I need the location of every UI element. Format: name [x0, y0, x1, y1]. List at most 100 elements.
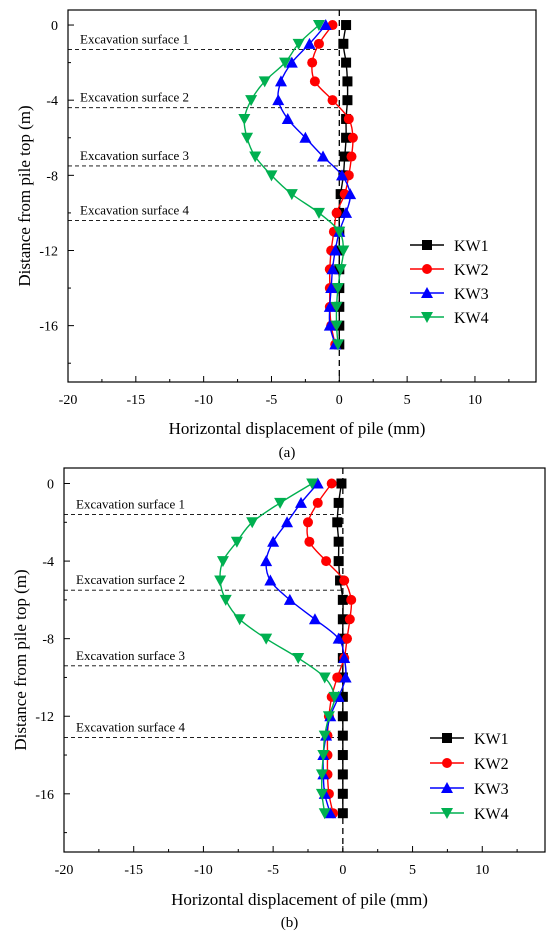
y-axis-title: Distance from pile top (m) [11, 569, 30, 750]
data-point-kw4 [214, 575, 227, 587]
data-point-kw4 [322, 711, 335, 723]
data-point-kw4 [258, 76, 271, 88]
data-point-kw1 [337, 769, 348, 780]
legend-marker [421, 312, 433, 323]
data-point-kw4 [219, 594, 232, 606]
data-point-kw1 [333, 536, 344, 547]
data-point-kw4 [334, 264, 347, 276]
x-tick-label: 10 [468, 393, 482, 408]
x-tick-label: -10 [194, 863, 213, 878]
data-point-kw4 [306, 478, 319, 490]
excavation-surface-label: Excavation surface 4 [80, 202, 190, 217]
data-point-kw3 [299, 131, 312, 143]
panel-label: (b) [281, 915, 299, 931]
data-point-kw1 [337, 711, 348, 722]
data-point-kw4 [233, 614, 246, 626]
data-point-kw3 [326, 263, 339, 275]
legend-marker [421, 287, 433, 298]
x-tick-label: 5 [409, 863, 416, 878]
y-tick-label: 0 [47, 478, 54, 493]
data-point-kw2 [302, 517, 313, 528]
data-point-kw4 [315, 788, 328, 800]
data-point-kw3 [285, 56, 298, 68]
data-point-kw1 [337, 750, 348, 761]
data-point-kw1 [333, 497, 344, 508]
data-point-kw1 [342, 76, 353, 87]
data-point-kw2 [347, 132, 358, 143]
data-point-kw4 [292, 38, 305, 50]
data-point-kw2 [307, 57, 318, 68]
data-point-kw3 [283, 593, 296, 605]
data-point-kw2 [344, 614, 355, 625]
data-point-kw3 [319, 19, 332, 31]
y-tick-label: -4 [42, 555, 54, 570]
excavation-surface-label: Excavation surface 3 [76, 648, 185, 663]
data-point-kw4 [241, 132, 254, 144]
legend-label: KW4 [474, 806, 509, 823]
data-point-kw3 [344, 188, 357, 200]
legend-marker [441, 782, 453, 793]
excavation-surface-label: Excavation surface 4 [76, 720, 186, 735]
data-point-kw4 [292, 653, 305, 665]
data-point-kw2 [309, 76, 320, 87]
panel-label: (a) [279, 445, 296, 461]
data-point-kw3 [281, 516, 294, 528]
legend-marker [441, 808, 453, 819]
data-point-kw3 [323, 319, 336, 331]
legend-label: KW3 [474, 781, 509, 798]
y-tick-label: -12 [35, 710, 54, 725]
data-point-kw4 [333, 226, 346, 238]
data-point-kw1 [336, 478, 347, 489]
series-line-kw2 [306, 483, 353, 814]
excavation-surface-label: Excavation surface 1 [80, 31, 189, 46]
data-point-kw4 [260, 633, 273, 645]
data-point-kw1 [337, 614, 348, 625]
data-point-kw4 [245, 95, 258, 107]
data-point-kw3 [323, 300, 336, 312]
data-point-kw1 [337, 808, 348, 819]
data-point-kw1 [337, 594, 348, 605]
x-tick-label: 0 [339, 863, 346, 878]
data-point-kw4 [331, 339, 344, 351]
legend-label: KW1 [474, 731, 509, 748]
data-point-kw4 [216, 556, 229, 568]
data-point-kw4 [331, 283, 344, 295]
y-axis-title: Distance from pile top (m) [15, 105, 34, 286]
data-point-kw4 [318, 672, 331, 684]
data-point-kw2 [321, 556, 332, 567]
legend-marker [422, 264, 432, 274]
data-point-kw1 [339, 151, 350, 162]
data-point-kw1 [332, 517, 343, 528]
data-point-kw2 [332, 672, 343, 683]
data-point-kw3 [264, 574, 277, 586]
data-point-kw4 [246, 517, 259, 529]
data-point-kw3 [308, 613, 321, 625]
excavation-surface-label: Excavation surface 2 [80, 90, 189, 105]
series-line-kw4 [219, 482, 336, 814]
data-point-kw1 [341, 132, 352, 143]
data-point-kw3 [295, 496, 308, 508]
x-tick-label: 5 [404, 393, 411, 408]
data-point-kw4 [337, 245, 350, 257]
data-point-kw4 [238, 113, 251, 125]
data-point-kw1 [341, 57, 352, 68]
data-point-kw2 [346, 151, 357, 162]
data-point-kw1 [341, 20, 352, 31]
y-tick-label: -8 [46, 169, 58, 184]
data-point-kw2 [312, 497, 323, 508]
data-point-kw4 [330, 320, 343, 332]
data-point-kw2 [346, 594, 357, 605]
x-axis-title: Horizontal displacement of pile (mm) [171, 890, 428, 909]
data-point-kw1 [337, 691, 348, 702]
data-point-kw4 [317, 750, 330, 762]
data-point-kw3 [281, 112, 294, 124]
data-point-kw4 [249, 151, 262, 163]
legend-label: KW3 [454, 286, 489, 303]
data-point-kw4 [285, 189, 298, 201]
data-point-kw3 [260, 555, 273, 567]
data-point-kw1 [338, 38, 349, 49]
data-point-kw4 [318, 808, 331, 820]
data-point-kw3 [340, 206, 353, 218]
legend-label: KW4 [454, 310, 489, 327]
